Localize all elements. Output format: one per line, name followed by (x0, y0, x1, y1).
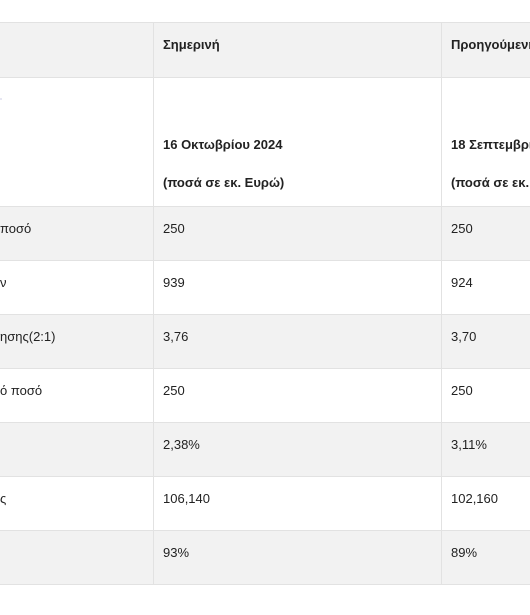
row-label (0, 423, 153, 476)
row-previous-value: 102,160 (441, 477, 530, 530)
row-current-value: 250 (153, 207, 441, 260)
table-row: ησης(2:1) 3,76 3,70 (0, 315, 530, 369)
decorative-dot (0, 98, 2, 100)
row-previous-value: 924 (441, 261, 530, 314)
row-current-value: 106,140 (153, 477, 441, 530)
table-row: 93% 89% (0, 531, 530, 585)
row-current-value: 2,38% (153, 423, 441, 476)
row-label: ησης(2:1) (0, 329, 56, 344)
date-label-cell (0, 78, 153, 206)
table-row: ν 939 924 (0, 261, 530, 315)
previous-amount-unit: (ποσά σε εκ. Ευρώ) (451, 175, 530, 190)
table-row: 2,38% 3,11% (0, 423, 530, 477)
row-label: ν (0, 275, 7, 290)
row-previous-value: 3,70 (441, 315, 530, 368)
header-previous-auction: Προηγούμενη (441, 23, 530, 77)
row-current-value: 939 (153, 261, 441, 314)
table-row: ό ποσό 250 250 (0, 369, 530, 423)
header-label-cell (0, 23, 153, 77)
row-current-value: 250 (153, 369, 441, 422)
row-previous-value: 89% (441, 531, 530, 584)
current-date-cell: 16 Οκτωβρίου 2024 (ποσά σε εκ. Ευρώ) (153, 78, 441, 206)
table-row: ποσό 250 250 (0, 207, 530, 261)
current-amount-unit: (ποσά σε εκ. Ευρώ) (163, 175, 285, 190)
row-label: ποσό (0, 221, 32, 236)
row-current-value: 93% (153, 531, 441, 584)
row-label: ό ποσό (0, 383, 43, 398)
row-previous-value: 3,11% (441, 423, 530, 476)
row-current-value: 3,76 (153, 315, 441, 368)
row-previous-value: 250 (441, 369, 530, 422)
auction-results-table: Σημερινή Προηγούμενη 16 Οκτωβρίου 2024 (… (0, 22, 530, 585)
row-previous-value: 250 (441, 207, 530, 260)
row-label (0, 531, 153, 584)
table-date-row: 16 Οκτωβρίου 2024 (ποσά σε εκ. Ευρώ) 18 … (0, 78, 530, 207)
table-row: ς 106,140 102,160 (0, 477, 530, 531)
previous-auction-date: 18 Σεπτεμβρίου (451, 137, 530, 152)
row-label: ς (0, 491, 7, 506)
table-header-row: Σημερινή Προηγούμενη (0, 22, 530, 78)
current-auction-date: 16 Οκτωβρίου 2024 (163, 137, 283, 152)
header-current-auction: Σημερινή (153, 23, 441, 77)
previous-date-cell: 18 Σεπτεμβρίου (ποσά σε εκ. Ευρώ) (441, 78, 530, 206)
